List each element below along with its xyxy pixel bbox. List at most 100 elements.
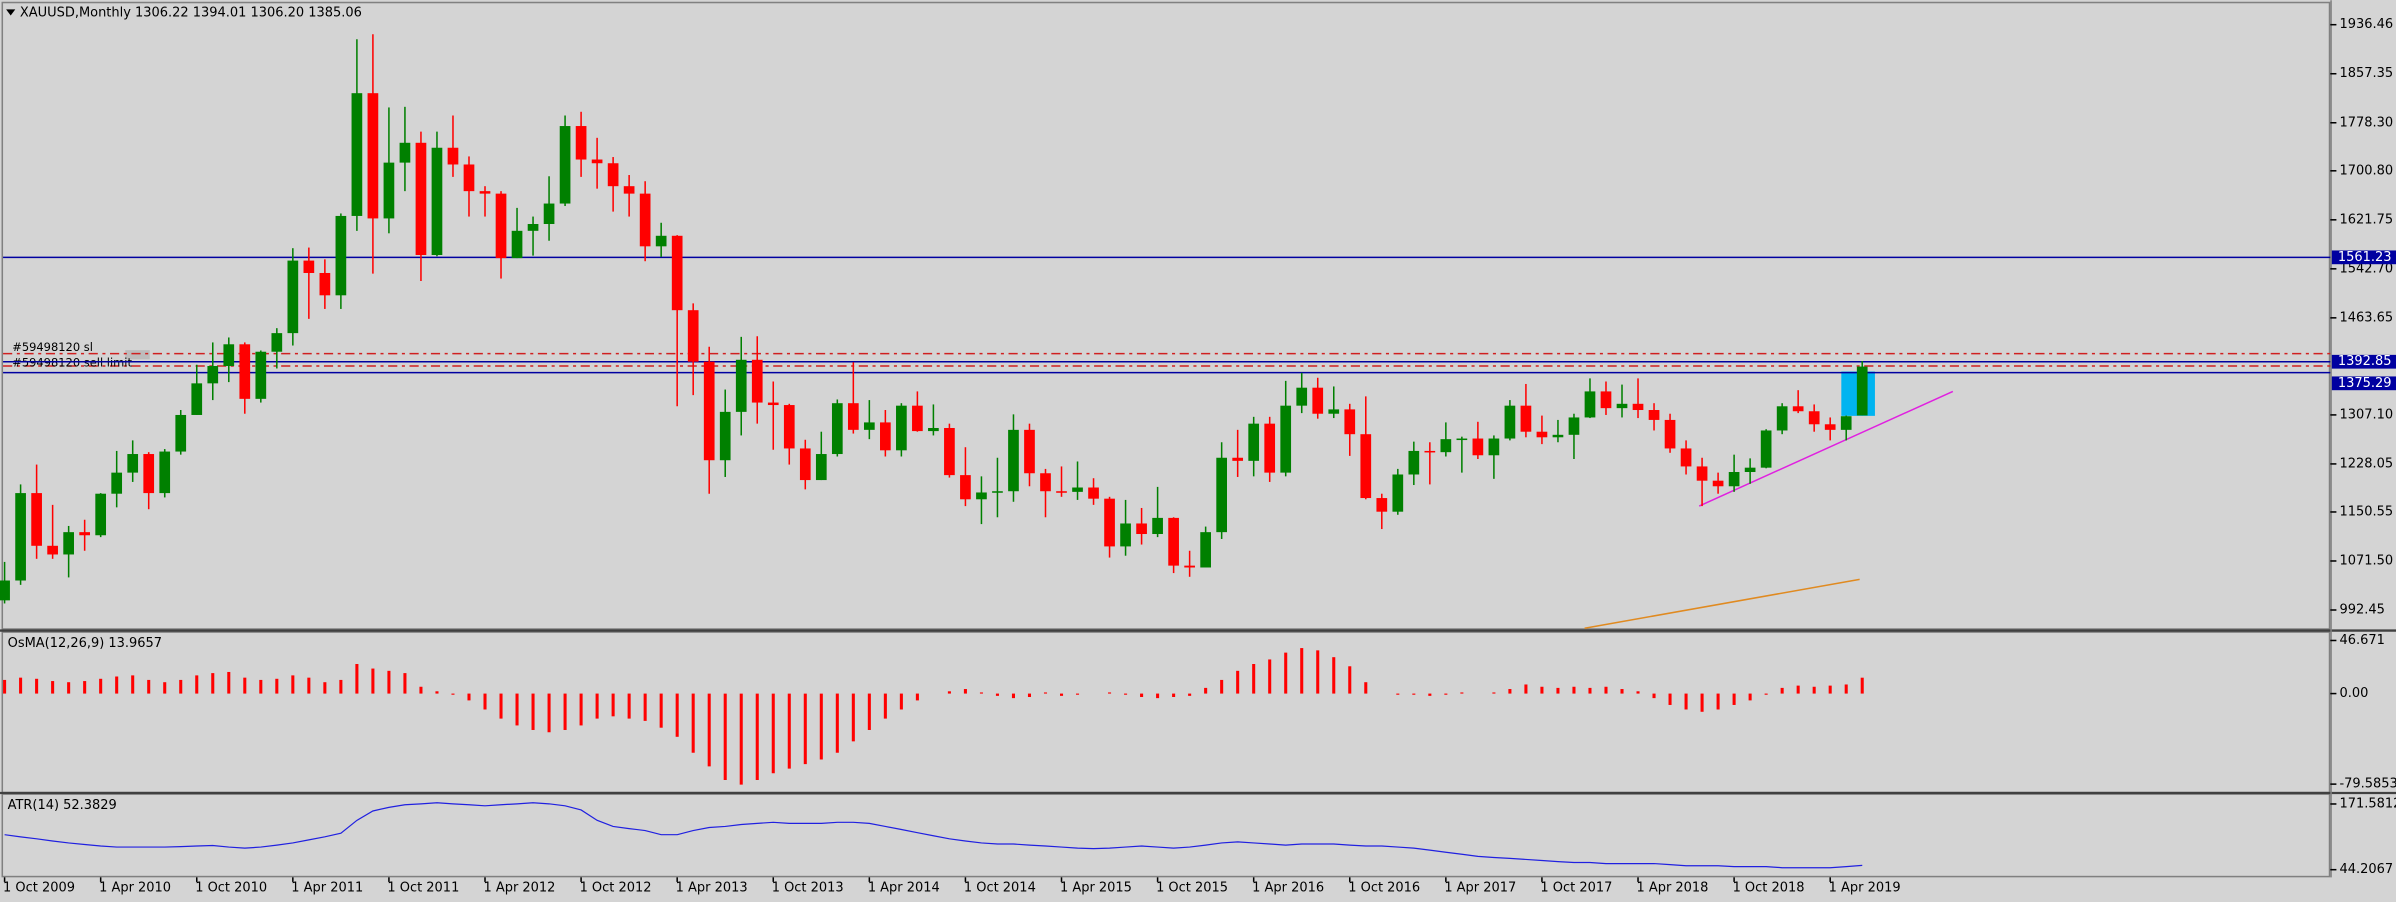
candle-body xyxy=(175,414,187,452)
candle-body xyxy=(1616,403,1628,409)
candle-body xyxy=(63,532,74,555)
candle-body xyxy=(1392,474,1404,512)
candle-body xyxy=(271,333,283,352)
candle-body xyxy=(15,493,26,581)
y-tick-label: 1228.05 xyxy=(2339,456,2393,471)
candle-body xyxy=(463,164,475,192)
candle-body xyxy=(976,492,987,500)
level-label: 1561.23 xyxy=(2338,250,2392,265)
candle-body xyxy=(1248,423,1260,461)
menu-arrow[interactable] xyxy=(6,9,16,16)
candle-body xyxy=(719,411,731,461)
candle-body xyxy=(239,344,251,399)
candle-body xyxy=(799,448,811,481)
x-tick-label: 1 Apr 2015 xyxy=(1060,881,1132,896)
y-tick-label: 1542.70 xyxy=(2339,261,2393,276)
candle-body xyxy=(1648,410,1660,420)
y-tick-label: 1857.35 xyxy=(2339,66,2393,81)
candle-body xyxy=(639,193,651,247)
candle-body xyxy=(1280,405,1292,473)
candle-body xyxy=(1552,434,1564,438)
candle-body xyxy=(1024,429,1035,474)
candle-body xyxy=(1600,391,1612,409)
y-tick-label: -79.5853 xyxy=(2339,777,2396,792)
candle-body xyxy=(1152,517,1163,535)
candle-body xyxy=(1424,450,1436,453)
candle-body xyxy=(944,427,955,476)
candle-body xyxy=(335,215,347,296)
order-tag xyxy=(125,350,150,360)
candle-body xyxy=(1184,565,1195,568)
y-tick-label: 44.2067 xyxy=(2339,862,2393,877)
candle-body xyxy=(1232,457,1244,461)
candle-body xyxy=(1696,466,1708,481)
main-panel xyxy=(1,1,2331,630)
x-tick-label: 1 Oct 2009 xyxy=(3,881,75,896)
candle-body xyxy=(623,186,635,194)
candle-body xyxy=(1136,523,1147,535)
trend-line xyxy=(1698,390,1954,507)
candle-body xyxy=(143,454,155,494)
x-tick-label: 1 Apr 2016 xyxy=(1252,881,1324,896)
chart-title: XAUUSD,Monthly 1306.22 1394.01 1306.20 1… xyxy=(20,6,362,21)
candle-body xyxy=(1376,498,1388,512)
x-tick-label: 1 Oct 2010 xyxy=(195,881,267,896)
indicator-title: ATR(14) 52.3829 xyxy=(8,798,117,813)
candle-body xyxy=(1008,429,1019,492)
candle-body xyxy=(1440,439,1452,453)
candle-body xyxy=(847,403,859,430)
candle-body xyxy=(399,142,411,163)
candle-body xyxy=(1776,406,1788,431)
candle-body xyxy=(1664,419,1676,449)
candle-body xyxy=(1712,480,1724,487)
candle-body xyxy=(1360,434,1372,499)
candle-body xyxy=(1856,366,1868,416)
candle-body xyxy=(863,422,875,430)
candle-body xyxy=(287,260,299,334)
candle-body xyxy=(1680,448,1692,467)
candle-body xyxy=(431,147,443,256)
candle-body xyxy=(0,580,10,601)
y-tick-label: 1778.30 xyxy=(2339,115,2393,130)
candle-body xyxy=(127,454,139,473)
candle-body xyxy=(1824,424,1836,430)
candle-body xyxy=(559,126,571,204)
candle-body xyxy=(191,383,203,415)
candle-body xyxy=(207,365,219,384)
candle-body xyxy=(351,93,363,216)
candle-body xyxy=(767,402,779,406)
atr-line xyxy=(4,802,1863,869)
y-tick-label: 1621.75 xyxy=(2339,212,2393,227)
candle-body xyxy=(1840,416,1852,430)
y-tick-label: 46.671 xyxy=(2339,633,2384,648)
candle-body xyxy=(319,272,331,296)
candle-body xyxy=(1296,387,1308,406)
y-tick-label: 1071.50 xyxy=(2339,553,2393,568)
candle-body xyxy=(447,147,459,165)
candle-body xyxy=(95,493,107,536)
candle-body xyxy=(1200,532,1211,568)
level-tag xyxy=(2331,376,2396,391)
candle-body xyxy=(415,142,427,256)
candle-body xyxy=(1760,430,1772,468)
order-label: #59498120 sl xyxy=(12,340,93,354)
candle-body xyxy=(255,351,267,399)
x-tick-label: 1 Apr 2012 xyxy=(483,881,555,896)
candle-body xyxy=(1168,517,1179,566)
x-tick-label: 1 Oct 2013 xyxy=(772,881,844,896)
candle-body xyxy=(1728,472,1740,487)
x-tick-label: 1 Oct 2012 xyxy=(580,881,652,896)
x-tick-label: 1 Apr 2018 xyxy=(1636,881,1708,896)
candle-body xyxy=(1456,438,1468,441)
candle-body xyxy=(1088,487,1099,499)
candle-body xyxy=(1584,391,1596,418)
candle-body xyxy=(47,545,58,555)
candle-body xyxy=(1264,423,1276,473)
x-tick-label: 1 Apr 2019 xyxy=(1829,881,1901,896)
candle-body xyxy=(479,191,491,194)
candle-body xyxy=(1072,487,1083,492)
y-tick-label: 1307.10 xyxy=(2339,407,2393,422)
trend-line xyxy=(1584,578,1860,630)
